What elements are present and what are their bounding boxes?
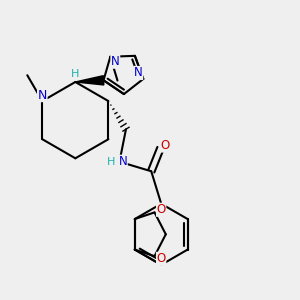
Text: O: O [157, 203, 166, 216]
Text: N: N [118, 155, 127, 168]
Text: H: H [71, 69, 80, 79]
Text: O: O [161, 139, 170, 152]
Text: N: N [111, 55, 120, 68]
Text: H: H [107, 157, 116, 167]
Text: N: N [38, 88, 47, 102]
Polygon shape [75, 76, 104, 85]
Text: N: N [134, 67, 143, 80]
Text: O: O [157, 252, 166, 266]
